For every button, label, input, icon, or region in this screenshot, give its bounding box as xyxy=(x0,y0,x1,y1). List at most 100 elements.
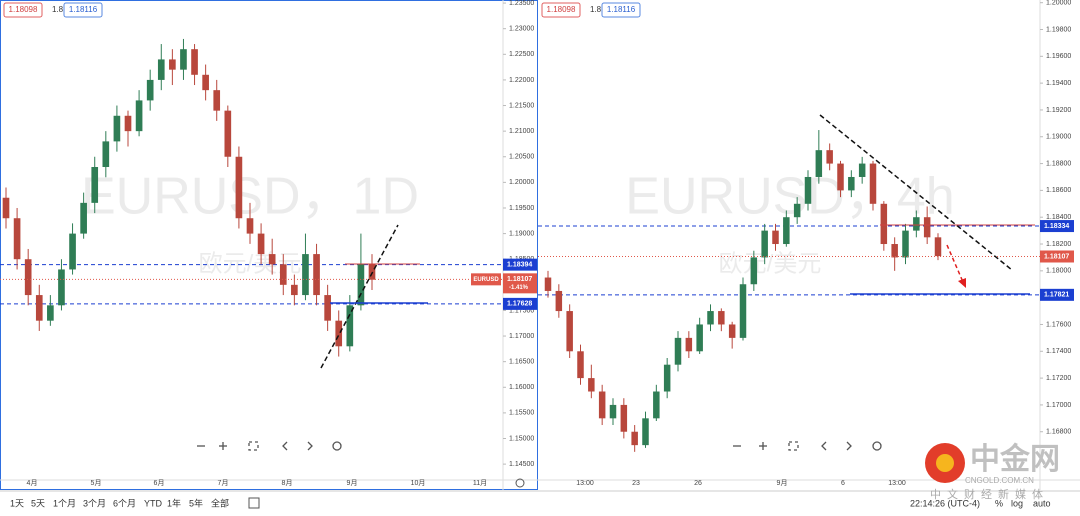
candle-body xyxy=(588,378,595,392)
y-tick-label: 1.17200 xyxy=(1046,375,1071,382)
candle-body xyxy=(663,364,671,392)
y-tick-label: 1.18200 xyxy=(1046,241,1071,248)
candle-body xyxy=(848,176,855,191)
spread: 1.8 xyxy=(52,5,64,14)
candle-body xyxy=(313,254,320,296)
logo-icon-center xyxy=(936,454,954,472)
y-tick-label: 1.17400 xyxy=(1046,348,1071,355)
y-tick-label: 1.21500 xyxy=(509,102,534,109)
candle-body xyxy=(761,230,768,258)
candle-body xyxy=(620,404,628,432)
candle-body xyxy=(772,230,779,245)
candle-body xyxy=(815,150,823,177)
x-tick-label: 13:00 xyxy=(576,480,594,487)
y-tick-label: 1.16800 xyxy=(1046,429,1071,436)
range-button[interactable]: 1天 xyxy=(10,498,24,508)
y-tick-label: 1.17000 xyxy=(1046,402,1071,409)
candle-body xyxy=(544,277,552,291)
logo-name: 中金网 xyxy=(970,442,1060,476)
candle-body xyxy=(335,320,343,347)
candle-body xyxy=(934,237,942,257)
x-tick-label: 10月 xyxy=(411,479,426,487)
symbol-tag xyxy=(471,273,501,286)
logo-slogan: 中文财经新媒体 xyxy=(930,487,1049,501)
candle-body xyxy=(696,324,703,352)
x-tick-label: 4月 xyxy=(27,479,38,487)
candle-body xyxy=(566,311,573,352)
y-tick-label: 1.16500 xyxy=(509,359,534,366)
spread: 1.8 xyxy=(590,5,602,14)
candle-body xyxy=(13,218,21,260)
y-tick-label: 1.18400 xyxy=(1046,214,1071,221)
x-tick-label: 6 xyxy=(841,480,845,487)
y-tick-label: 1.17600 xyxy=(1046,321,1071,328)
x-tick-label: 23 xyxy=(632,480,640,487)
y-tick-label: 1.19000 xyxy=(1046,134,1071,141)
last-price-tag xyxy=(1040,250,1074,263)
y-tick-label: 1.23000 xyxy=(509,26,534,33)
candle-body xyxy=(728,324,736,338)
level-tag-label: 1.17821 xyxy=(1044,292,1069,299)
range-button[interactable]: 5天 xyxy=(31,498,45,508)
candle-body xyxy=(157,59,165,80)
candle-body xyxy=(357,264,365,306)
candle-body xyxy=(224,110,232,157)
candle-body xyxy=(880,203,888,245)
range-button[interactable]: 1年 xyxy=(167,497,181,508)
range-button[interactable]: YTD xyxy=(144,498,163,508)
x-tick-label: 13:00 xyxy=(888,480,906,487)
ask-price: 1.18116 xyxy=(69,5,98,14)
y-tick-label: 1.19200 xyxy=(1046,107,1071,114)
nav-buttons[interactable] xyxy=(197,441,882,451)
log-toggle[interactable]: log xyxy=(1011,498,1023,508)
y-tick-label: 1.20000 xyxy=(1046,0,1071,7)
candle-body xyxy=(858,163,866,177)
candle-body xyxy=(91,167,99,203)
candle-body xyxy=(191,49,198,75)
candle-body xyxy=(169,59,176,70)
y-tick-label: 1.17500 xyxy=(509,307,534,314)
x-tick-label: 5月 xyxy=(91,479,102,487)
compare-icon[interactable] xyxy=(248,497,260,509)
candle-body xyxy=(124,115,132,132)
range-button[interactable]: 6个月 xyxy=(113,498,136,508)
level-tag xyxy=(503,297,537,310)
candle-body xyxy=(750,257,758,285)
y-tick-label: 1.18000 xyxy=(1046,268,1071,275)
range-button[interactable]: 1个月 xyxy=(53,498,76,508)
candle-body xyxy=(35,295,43,321)
candle-body xyxy=(324,295,331,321)
candle-body xyxy=(102,141,110,168)
trend-line xyxy=(320,224,399,369)
last-price-tag xyxy=(503,273,537,294)
percent-toggle[interactable]: % xyxy=(995,498,1003,508)
candle-body xyxy=(268,254,276,265)
candle-body xyxy=(24,259,32,296)
candle-body xyxy=(653,391,660,419)
candle-body xyxy=(837,163,844,191)
candle-body xyxy=(804,176,812,204)
candle-body xyxy=(135,100,143,132)
auto-toggle[interactable]: auto xyxy=(1033,498,1051,508)
y-tick-label: 1.14500 xyxy=(509,461,534,468)
y-tick-label: 1.19600 xyxy=(1046,53,1071,60)
candle-body xyxy=(279,264,287,285)
x-tick-label: 9月 xyxy=(347,479,358,487)
candle-body xyxy=(180,49,187,70)
range-button[interactable]: 3个月 xyxy=(83,498,106,508)
candle-body xyxy=(47,305,54,321)
ask-box xyxy=(601,2,641,18)
arrow-head xyxy=(958,278,966,288)
x-tick-label: 11月 xyxy=(473,479,487,487)
range-button[interactable]: 全部 xyxy=(211,497,229,508)
level-tag xyxy=(1040,288,1074,301)
range-button[interactable]: 5年 xyxy=(189,497,203,508)
active-panel-border xyxy=(0,0,538,490)
candle-body xyxy=(235,156,243,219)
y-tick-label: 1.19000 xyxy=(509,230,534,237)
settings-icon[interactable] xyxy=(515,478,525,488)
y-tick-label: 1.21000 xyxy=(509,128,534,135)
x-tick-label: 7月 xyxy=(218,479,229,487)
